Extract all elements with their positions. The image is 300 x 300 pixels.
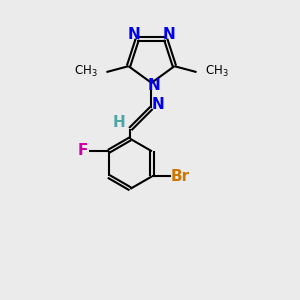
Text: $\mathregular{CH_3}$: $\mathregular{CH_3}$ <box>74 64 98 79</box>
Text: $\mathregular{CH_3}$: $\mathregular{CH_3}$ <box>205 64 229 79</box>
Text: Br: Br <box>171 169 190 184</box>
Text: N: N <box>162 27 175 42</box>
Text: N: N <box>152 98 164 112</box>
Text: F: F <box>78 143 88 158</box>
Text: H: H <box>113 115 125 130</box>
Text: N: N <box>128 27 141 42</box>
Text: N: N <box>148 78 160 93</box>
